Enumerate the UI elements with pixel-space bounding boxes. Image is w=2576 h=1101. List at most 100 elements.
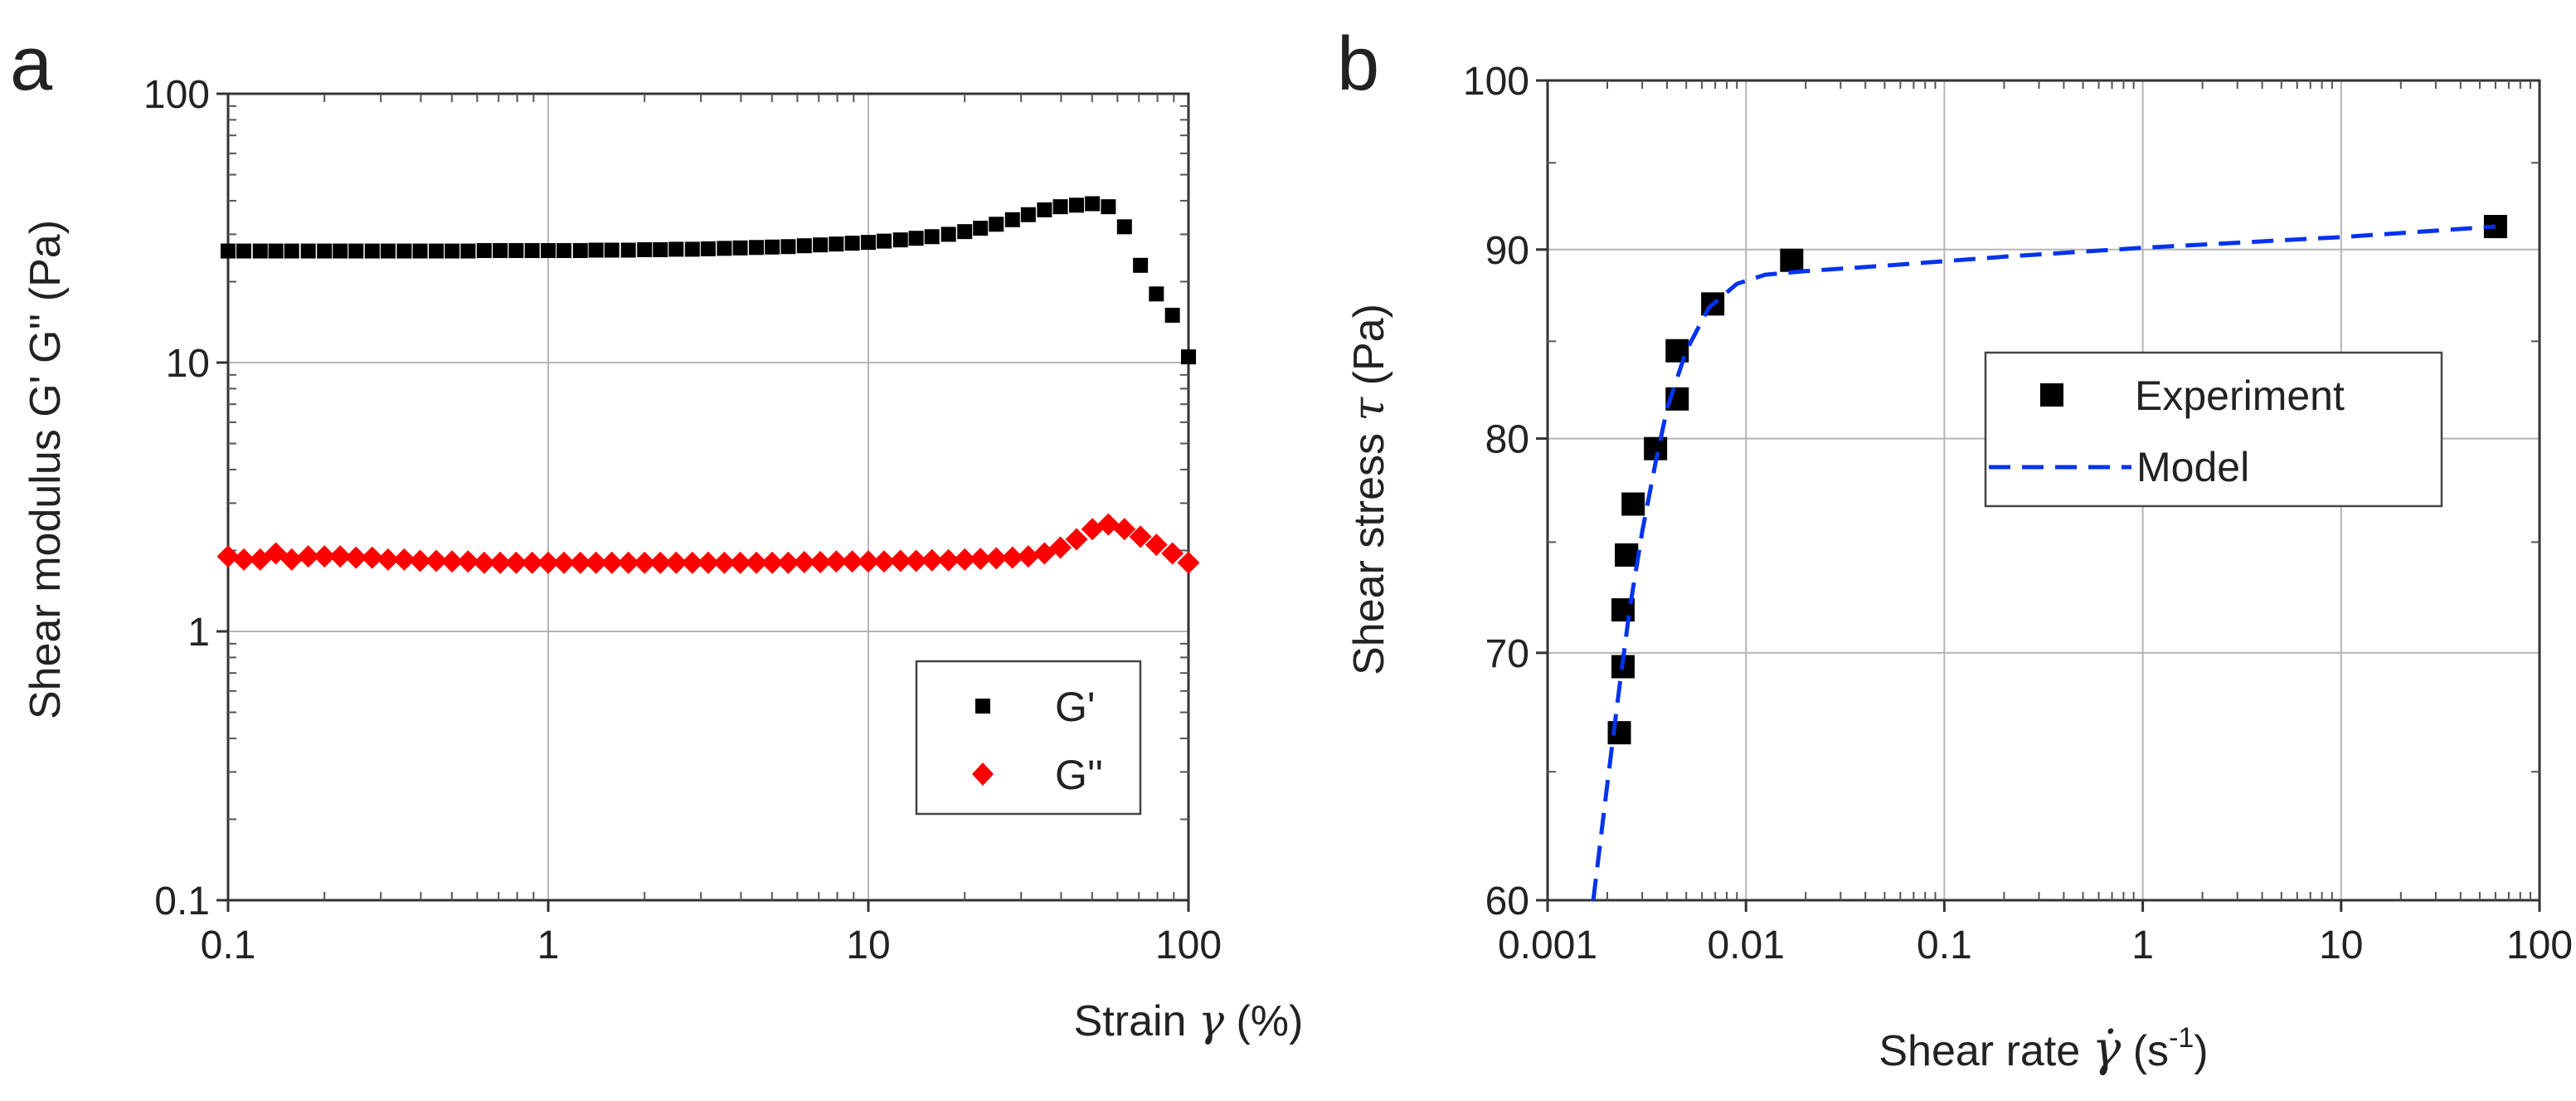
- data-point: [809, 551, 832, 574]
- data-point: [681, 551, 704, 574]
- data-point: [668, 241, 684, 257]
- data-point: [749, 240, 765, 256]
- data-point: [409, 549, 432, 572]
- data-point: [348, 243, 364, 259]
- data-point: [440, 550, 464, 573]
- data-point: [297, 545, 320, 568]
- data-point: [1101, 199, 1116, 215]
- data-point: [861, 235, 876, 251]
- data-point: [252, 243, 268, 259]
- panel-b-ylabel-suffix: (Pa): [1345, 304, 1393, 397]
- y-tick-label: 100: [143, 73, 210, 117]
- data-point: [268, 243, 284, 259]
- data-point: [1129, 525, 1152, 548]
- data-point: [473, 551, 496, 574]
- data-point: [776, 551, 800, 574]
- panel-b-marks: [1591, 215, 2507, 901]
- panel-b-axes: [1546, 79, 2541, 902]
- data-point: [585, 551, 608, 574]
- data-point: [1001, 546, 1024, 569]
- panel-b-xlabel: Shear rate γ̇ (s-1): [1879, 1021, 2208, 1077]
- data-point: [232, 548, 255, 571]
- data-point: [445, 243, 460, 259]
- panel-b-letter: b: [1337, 22, 1379, 106]
- x-tick-label: 100: [2506, 923, 2573, 967]
- x-tick-label: 100: [1155, 923, 1222, 967]
- panel-a-ylabel: Shear modulus G' G'' (Pa): [22, 220, 70, 719]
- data-point: [649, 551, 672, 574]
- legend-experiment-marker: [2040, 383, 2063, 407]
- data-point: [793, 551, 816, 574]
- data-point: [1037, 202, 1052, 217]
- data-point: [317, 243, 333, 259]
- legend-model-label: Model: [2136, 444, 2249, 490]
- data-point: [328, 545, 352, 568]
- data-point: [1181, 349, 1196, 365]
- legend-gdoubleprime-marker: [972, 762, 994, 786]
- data-point: [1069, 197, 1085, 213]
- data-point: [953, 548, 976, 571]
- data-point: [604, 242, 620, 258]
- data-point: [700, 241, 716, 256]
- data-point: [633, 551, 656, 574]
- data-point: [552, 551, 576, 574]
- data-point: [600, 551, 624, 574]
- x-tick-label: 1: [537, 923, 560, 967]
- panel-b-xlabel-prefix: Shear rate: [1879, 1027, 2092, 1075]
- data-point: [969, 548, 992, 571]
- data-point: [844, 236, 860, 251]
- panel-a-marks: [216, 196, 1200, 574]
- data-point: [780, 239, 796, 255]
- data-point: [392, 548, 416, 571]
- data-point: [300, 243, 316, 259]
- y-tick-label: 100: [1463, 60, 1529, 104]
- data-point: [745, 551, 768, 574]
- data-point: [488, 551, 512, 574]
- panel-b-legend: Experiment Model: [1984, 351, 2443, 508]
- data-point: [504, 551, 527, 574]
- x-tick-label: 0.001: [1498, 923, 1597, 967]
- legend-gprime-marker: [975, 699, 990, 714]
- data-point: [216, 545, 240, 568]
- data-point: [476, 243, 492, 259]
- panel-a-xlabel-prefix: Strain: [1074, 997, 1198, 1045]
- data-point: [829, 236, 844, 252]
- data-point: [221, 243, 236, 259]
- data-point: [493, 243, 508, 259]
- data-point: [1116, 219, 1132, 235]
- data-point: [425, 549, 448, 572]
- panel-a-legend: G' G'': [915, 660, 1142, 816]
- data-point: [1149, 286, 1164, 302]
- data-point: [1049, 536, 1072, 559]
- legend-experiment-label: Experiment: [2135, 373, 2345, 419]
- panel-b-ylabel: Shear stress τ (Pa): [1344, 304, 1394, 675]
- data-point: [908, 231, 924, 246]
- data-point: [556, 243, 571, 259]
- data-point: [937, 548, 960, 572]
- panel-b-chart: b 0.001 0.01 0.1 1 10 100 60 70 80 90 100 Experime…: [1337, 22, 2573, 1077]
- data-point: [1113, 518, 1136, 541]
- data-point: [524, 243, 540, 259]
- data-point: [280, 548, 304, 571]
- y-tick-label: 70: [1485, 632, 1529, 676]
- data-point: [1607, 721, 1631, 745]
- data-point: [1020, 207, 1036, 222]
- data-point: [429, 243, 445, 259]
- plot-frame: [226, 92, 1190, 902]
- x-tick-label: 10: [846, 923, 890, 967]
- data-point: [588, 242, 604, 258]
- data-point: [377, 548, 400, 571]
- data-point: [924, 229, 940, 245]
- data-point: [684, 241, 700, 257]
- panel-a-axes: [226, 92, 1190, 902]
- data-point: [796, 238, 812, 254]
- data-point: [1081, 518, 1104, 541]
- data-point: [313, 545, 336, 568]
- y-tick-label: 80: [1485, 418, 1529, 462]
- y-tick-label: 10: [166, 342, 210, 386]
- y-tick-label: 60: [1485, 879, 1529, 923]
- data-point: [460, 243, 476, 259]
- data-point: [396, 243, 412, 259]
- y-tick-label: 90: [1485, 229, 1529, 273]
- data-point: [717, 241, 732, 256]
